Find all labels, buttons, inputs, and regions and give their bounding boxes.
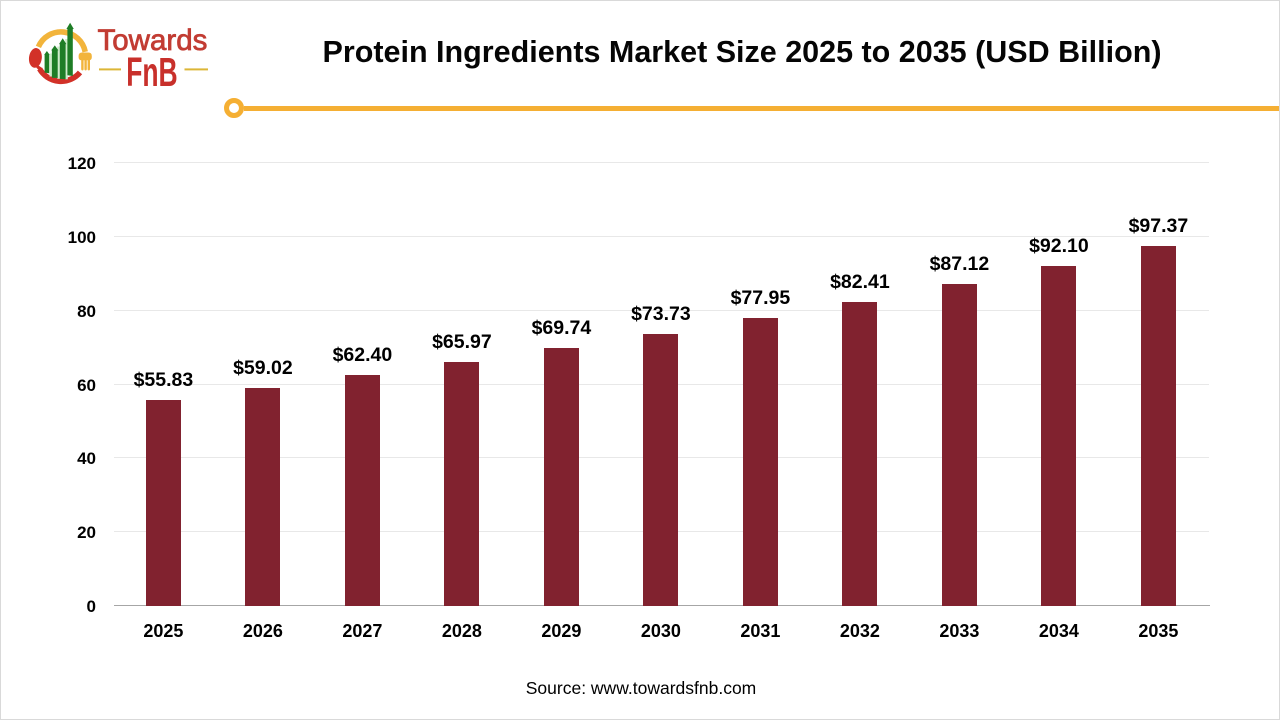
svg-text:FnB: FnB [126,50,177,95]
svg-text:Towards: Towards [98,24,208,57]
